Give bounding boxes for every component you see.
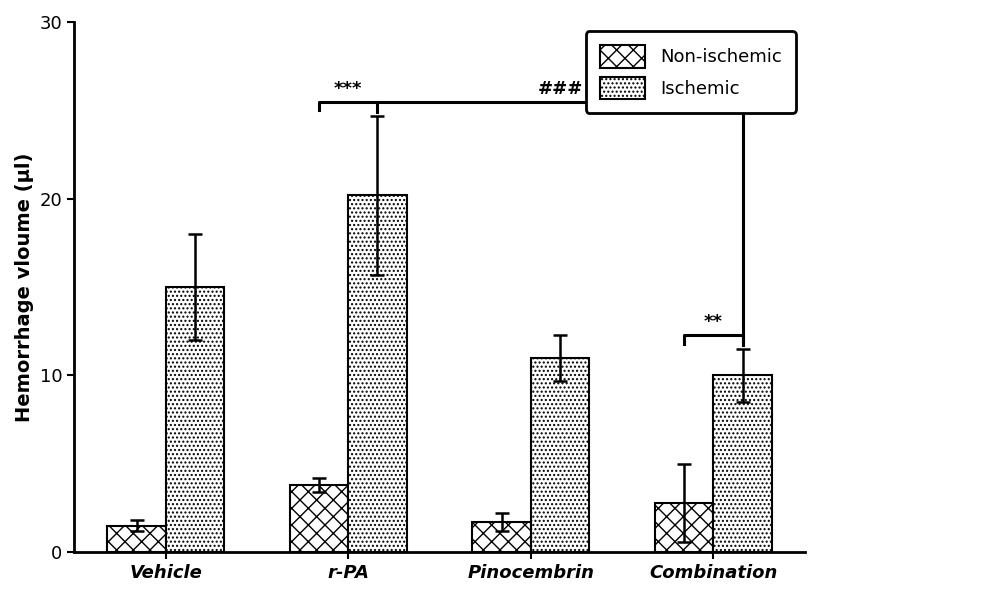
Text: ***: ***: [334, 80, 363, 98]
Bar: [713, 376, 772, 552]
Y-axis label: Hemorrhage vloume (μl): Hemorrhage vloume (μl): [15, 152, 34, 422]
Legend: Non-ischemic, Ischemic: Non-ischemic, Ischemic: [586, 31, 796, 113]
Bar: [290, 485, 348, 552]
Bar: [107, 526, 166, 552]
Bar: [472, 522, 531, 552]
Bar: [531, 358, 589, 552]
Bar: [655, 503, 713, 552]
Text: **: **: [704, 313, 723, 331]
Bar: [348, 195, 407, 552]
Text: ###: ###: [537, 80, 583, 98]
Bar: [166, 287, 224, 552]
